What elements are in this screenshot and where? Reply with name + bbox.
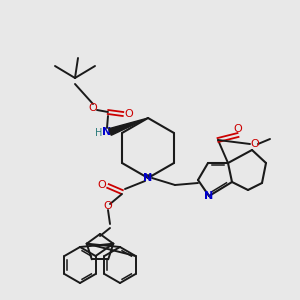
Text: N: N	[143, 173, 153, 183]
Text: O: O	[103, 201, 112, 211]
Text: H: H	[95, 128, 103, 138]
Text: O: O	[234, 124, 242, 134]
Text: O: O	[88, 103, 98, 113]
Text: O: O	[98, 180, 106, 190]
Text: N: N	[102, 127, 112, 137]
Text: O: O	[124, 109, 134, 119]
Polygon shape	[109, 118, 148, 135]
Text: N: N	[204, 191, 214, 201]
Text: O: O	[250, 139, 260, 149]
